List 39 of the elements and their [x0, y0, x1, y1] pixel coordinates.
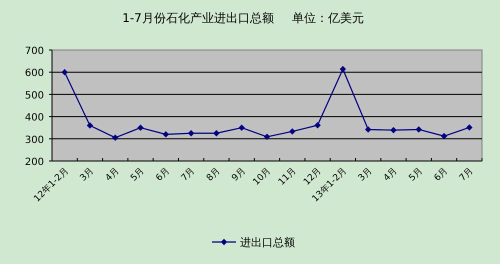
x-tick-label: 12年1-2月	[32, 165, 71, 204]
x-tick-label: 11月	[276, 166, 298, 188]
x-tick-label: 8月	[205, 166, 223, 184]
x-tick-label: 3月	[356, 166, 374, 184]
point	[340, 66, 346, 72]
y-tick-label: 200	[24, 157, 44, 168]
x-tick-label: 7月	[180, 166, 198, 184]
y-tick-label: 400	[24, 112, 44, 124]
x-tick-label: 3月	[78, 166, 96, 184]
x-tick-label: 9月	[230, 166, 248, 184]
x-tick-label: 10月	[252, 166, 274, 188]
x-tick-label: 6月	[154, 166, 172, 184]
point	[390, 126, 397, 134]
x-tick-label: 5月	[407, 166, 425, 184]
point	[440, 132, 448, 140]
point	[137, 124, 144, 131]
point	[364, 126, 372, 133]
x-tick-label: 7月	[458, 166, 476, 184]
x-tick-label: 6月	[432, 166, 450, 184]
point	[61, 69, 68, 76]
chart-subtitle: 单位：亿美元	[292, 11, 364, 25]
y-tick-label: 700	[24, 46, 44, 57]
point	[86, 122, 94, 129]
y-tick-label: 600	[24, 68, 44, 80]
y-tick-label: 500	[24, 90, 44, 102]
point	[314, 122, 321, 128]
x-tick-label: 4月	[382, 166, 400, 184]
point	[162, 131, 170, 138]
point	[289, 128, 296, 135]
legend-label: 进出口总额	[240, 236, 295, 249]
point	[466, 124, 473, 131]
x-tick-label: 4月	[104, 166, 122, 184]
y-tick-label: 300	[24, 134, 44, 146]
point	[213, 130, 220, 136]
point	[238, 124, 245, 131]
chart-title: 1-7月份石化产业进出口总额	[122, 11, 274, 25]
point	[112, 134, 118, 141]
point	[188, 130, 194, 136]
x-tick-label: 5月	[129, 166, 147, 184]
